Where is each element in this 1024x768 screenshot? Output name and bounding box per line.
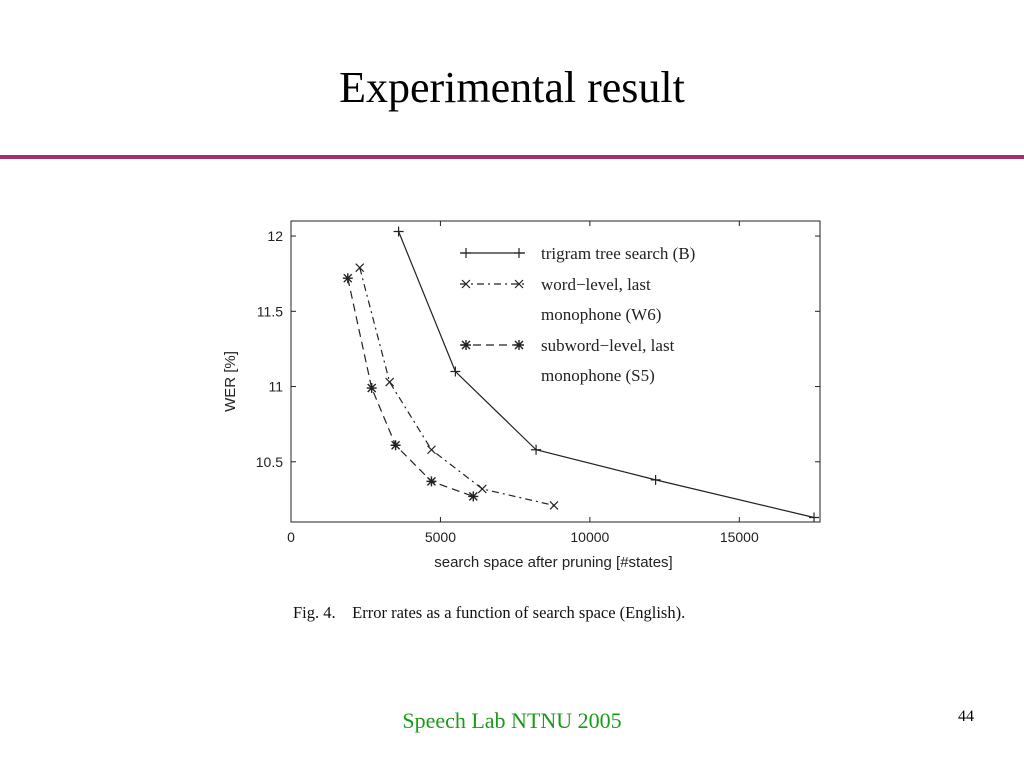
y-tick-label: 11.5 xyxy=(257,303,283,319)
series-1 xyxy=(355,263,559,510)
legend: trigram tree search (B) word−level, last m… xyxy=(460,244,695,385)
data-point-marker xyxy=(549,501,559,510)
page-number: 44 xyxy=(958,708,974,725)
data-point-marker xyxy=(531,444,542,455)
legend-entry-label: monophone (S5) xyxy=(541,366,655,385)
legend-marker xyxy=(461,279,471,289)
data-point-marker xyxy=(390,440,401,451)
legend-marker xyxy=(461,248,471,258)
y-axis-label: WER [%] xyxy=(222,351,239,412)
data-point-marker xyxy=(426,476,437,487)
x-tick-label: 15000 xyxy=(720,529,759,545)
plot-frame xyxy=(290,220,821,523)
legend-entry-label: word−level, last xyxy=(541,275,651,294)
data-point-marker xyxy=(450,366,461,377)
x-axis-label: search space after pruning [#states] xyxy=(434,554,672,571)
y-tick-label: 10.5 xyxy=(256,454,283,470)
data-point-marker xyxy=(650,474,661,485)
data-point-marker xyxy=(809,512,820,523)
slide-title: Experimental result xyxy=(339,63,685,112)
legend-entry-label: subword−level, last xyxy=(541,336,675,355)
legend-marker xyxy=(514,340,524,350)
legend-entry-label: trigram tree search (B) xyxy=(541,244,695,263)
data-point-marker xyxy=(427,445,436,455)
x-tick-label: 10000 xyxy=(570,529,609,545)
data-point-marker xyxy=(393,226,404,237)
data-point-marker xyxy=(366,383,377,394)
legend-marker xyxy=(514,248,524,258)
title-divider xyxy=(0,155,1024,159)
series-line xyxy=(347,278,474,497)
data-point-marker xyxy=(342,273,353,284)
series-line xyxy=(359,267,555,507)
y-tick-label: 12 xyxy=(267,228,283,244)
x-tick-label: 5000 xyxy=(425,529,456,545)
figure-caption: Fig. 4. Error rates as a function of sea… xyxy=(293,603,686,622)
data-point-marker xyxy=(385,377,395,387)
data-point-marker xyxy=(355,263,365,273)
legend-marker xyxy=(514,279,524,289)
legend-entry-label: monophone (W6) xyxy=(541,305,661,324)
data-point-marker xyxy=(468,491,479,502)
series-0 xyxy=(393,226,820,523)
data-point-marker xyxy=(477,484,487,494)
legend-marker xyxy=(461,340,471,350)
x-tick-label: 0 xyxy=(287,529,295,545)
footer-text: Speech Lab NTNU 2005 xyxy=(402,708,622,733)
series-2 xyxy=(342,273,479,502)
y-tick-label: 11 xyxy=(268,379,283,395)
